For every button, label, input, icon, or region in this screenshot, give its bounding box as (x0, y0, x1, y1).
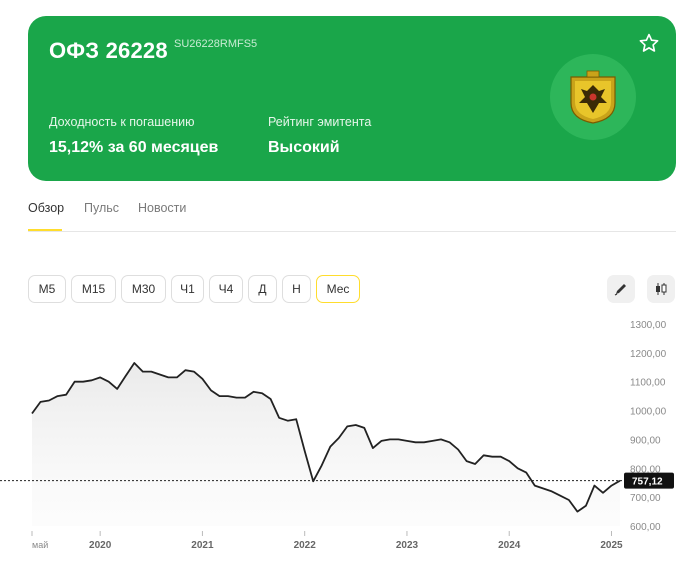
y-tick-label: 1300,00 (630, 320, 667, 331)
x-tick-label: 2024 (498, 540, 521, 551)
y-tick-label: 600,00 (630, 522, 661, 533)
price-area-fill (32, 363, 620, 526)
rating-label: Рейтинг эмитента (268, 115, 372, 129)
section-tabs: Обзор Пульс Новости (28, 198, 676, 232)
rating-value: Высокий (268, 139, 340, 156)
draw-icon (614, 284, 626, 296)
timeframe-m5-button[interactable]: М5 (28, 275, 66, 303)
y-tick-label: 1000,00 (630, 407, 667, 418)
y-tick-label: 800,00 (630, 464, 661, 475)
y-tick-label: 700,00 (630, 493, 661, 504)
timeframe-week-button[interactable]: Н (282, 275, 311, 303)
issuer-emblem-icon (550, 54, 636, 140)
y-tick-label: 1100,00 (630, 378, 666, 389)
x-tick-label: 2025 (600, 540, 623, 551)
bond-title: ОФЗ 26228 (49, 38, 168, 63)
active-tab-indicator (28, 229, 62, 231)
current-price-tag: 757,12 (624, 472, 674, 489)
y-axis: 1300,00 1200,00 1100,00 1000,00 900,00 800,00… (630, 320, 667, 533)
current-price-label: 757,12 (632, 477, 663, 488)
timeframe-day-button[interactable]: Д (248, 275, 277, 303)
price-line (31, 362, 621, 513)
tab-pulse[interactable]: Пульс (84, 201, 120, 215)
timeframe-m30-button[interactable]: М30 (121, 275, 166, 303)
favorite-star-icon[interactable] (638, 32, 660, 54)
timeframe-h1-button[interactable]: Ч1 (171, 275, 204, 303)
timeframe-m15-button[interactable]: М15 (71, 275, 116, 303)
x-tick-label: 2022 (294, 540, 317, 551)
draw-tool-button[interactable] (607, 275, 635, 303)
y-tick-label: 1200,00 (630, 349, 667, 360)
x-tick-label: 2021 (191, 540, 214, 551)
timeframe-month-button[interactable]: Мес (316, 275, 360, 303)
x-tick-label: май (32, 540, 48, 550)
yield-value: 15,12% за 60 месяцев (49, 139, 219, 156)
x-tick-label: 2023 (396, 540, 419, 551)
tab-overview[interactable]: Обзор (28, 201, 65, 215)
timeframe-h4-button[interactable]: Ч4 (209, 275, 243, 303)
x-axis: май 2020 2021 2022 2023 2024 2025 (31, 531, 623, 551)
bond-header-card: ОФЗ 26228 SU26228RMFS5 Доходность к пога… (28, 16, 676, 181)
bond-isin: SU26228RMFS5 (174, 38, 258, 50)
yield-label: Доходность к погашению (49, 115, 195, 129)
candlestick-icon (656, 283, 667, 295)
chart-type-button[interactable] (647, 275, 675, 303)
price-chart[interactable]: 1300,00 1200,00 1100,00 1000,00 900,00 800,00… (0, 310, 700, 578)
y-tick-label: 900,00 (630, 435, 661, 446)
tab-news[interactable]: Новости (138, 201, 187, 215)
x-tick-label: 2020 (89, 540, 112, 551)
